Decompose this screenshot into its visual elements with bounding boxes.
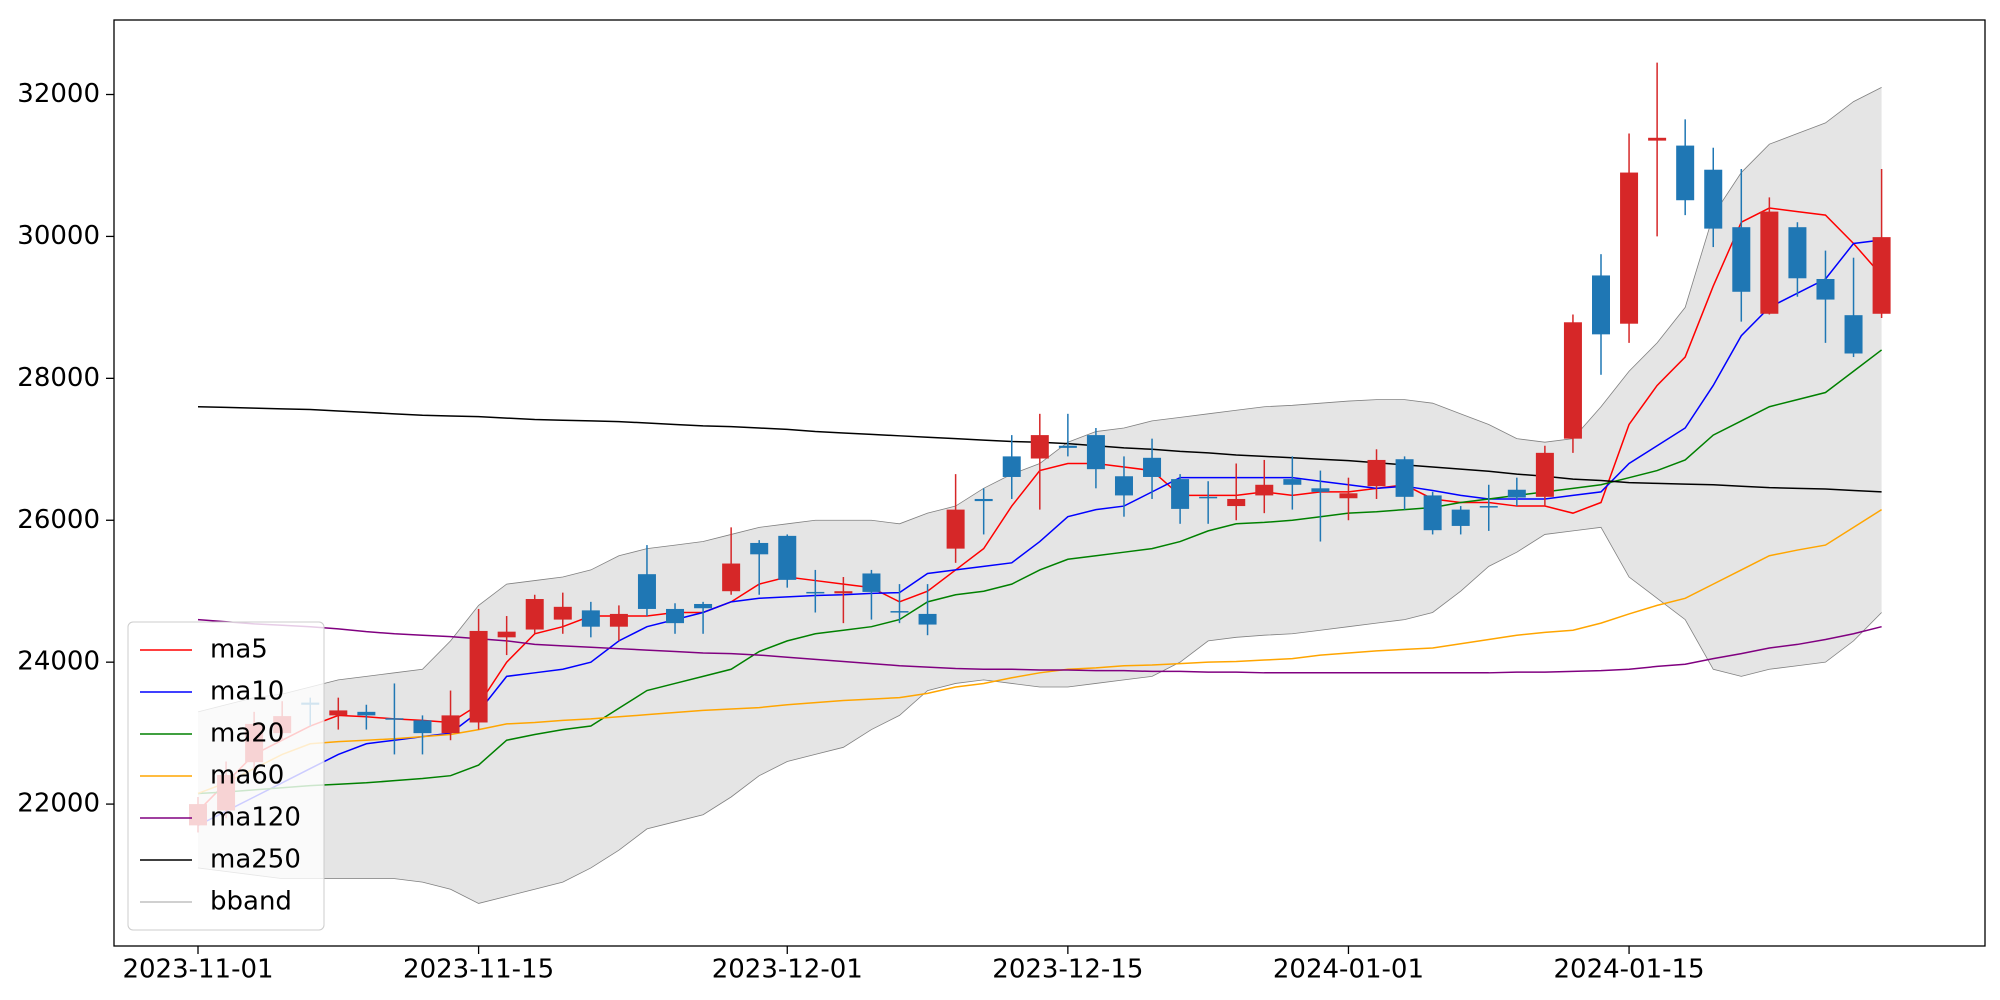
candle-body xyxy=(1143,457,1162,477)
candle-body xyxy=(1704,169,1723,229)
candle-body xyxy=(1872,237,1891,314)
x-tick-label: 2023-11-15 xyxy=(403,955,554,985)
legend-label: ma120 xyxy=(210,803,301,833)
candle-body xyxy=(918,613,937,625)
candle-body xyxy=(637,574,656,609)
candle-body xyxy=(1507,489,1526,498)
x-tick-label: 2024-01-15 xyxy=(1554,955,1705,985)
candle-body xyxy=(834,591,853,594)
candle-body xyxy=(1732,227,1751,292)
legend: ma5 ma10 ma20 ma60 ma120 ma250 bband xyxy=(127,621,325,931)
candle-body xyxy=(1199,496,1218,499)
x-tick-label: 2024-01-01 xyxy=(1273,955,1424,985)
candle-body xyxy=(441,715,460,734)
x-tick-label: 2023-12-15 xyxy=(992,955,1143,985)
candle-body xyxy=(497,631,516,638)
candle-body xyxy=(1760,211,1779,314)
candle-body xyxy=(1676,145,1695,201)
candle-body xyxy=(1367,459,1386,487)
candle-body xyxy=(1816,278,1835,300)
axis-layer: 22000 24000 26000 28000 30000 32000 2023-11-01… xyxy=(17,79,1704,984)
y-tick-label: 22000 xyxy=(17,789,100,819)
candle-body xyxy=(609,613,628,627)
y-tick-label: 28000 xyxy=(17,363,100,393)
candle-body xyxy=(694,603,713,609)
candle-body xyxy=(357,711,376,716)
candle-body xyxy=(778,535,797,580)
legend-label: bband xyxy=(210,887,292,917)
candle-body xyxy=(1479,506,1498,508)
candle-body xyxy=(1171,479,1190,509)
ma-line xyxy=(197,349,1883,795)
legend-box xyxy=(127,621,325,931)
candle-body xyxy=(1114,476,1133,496)
legend-label: ma60 xyxy=(210,761,284,791)
legend-label: ma250 xyxy=(210,845,301,875)
y-tick-label: 30000 xyxy=(17,221,100,251)
legend-label: ma20 xyxy=(210,719,284,749)
candle-body xyxy=(1395,459,1414,497)
bband-lower xyxy=(197,526,1882,904)
candle-layer xyxy=(189,62,1891,833)
candle-body xyxy=(1058,445,1077,448)
y-tick-label: 26000 xyxy=(17,505,100,535)
candle-body xyxy=(1844,315,1863,354)
legend-label: ma10 xyxy=(210,677,284,707)
candle-body xyxy=(862,573,881,592)
candle-body xyxy=(890,611,909,613)
candle-body xyxy=(581,610,600,627)
legend-label: ma5 xyxy=(210,635,268,665)
candle-body xyxy=(1311,488,1330,492)
axes-frame xyxy=(113,19,1986,947)
x-tick-label: 2023-11-01 xyxy=(122,955,273,985)
candle-body xyxy=(1451,509,1470,526)
y-tick-label: 24000 xyxy=(17,647,100,677)
candle-body xyxy=(1535,452,1554,497)
candle-body xyxy=(1255,484,1274,496)
candle-body xyxy=(1086,435,1105,470)
candle-body xyxy=(1592,275,1610,335)
candle-body xyxy=(1788,227,1807,279)
candle-body xyxy=(1339,493,1358,499)
candle-body xyxy=(1620,172,1639,324)
candle-body xyxy=(553,606,572,620)
candle-body xyxy=(666,608,685,624)
candle-body xyxy=(1648,137,1667,141)
candle-body xyxy=(1283,479,1302,485)
candle-body xyxy=(974,498,993,502)
candle-body xyxy=(469,630,488,723)
candle-body xyxy=(329,710,348,716)
candle-body xyxy=(946,509,965,549)
y-tick-label: 32000 xyxy=(17,79,100,109)
candle-body xyxy=(525,599,544,630)
candle-body xyxy=(385,718,404,720)
candle-body xyxy=(806,591,825,594)
candle-body xyxy=(1563,322,1582,439)
candle-body xyxy=(722,563,741,592)
x-tick-label: 2023-12-01 xyxy=(712,955,863,985)
candle-body xyxy=(413,720,432,734)
candle-body xyxy=(1002,456,1021,477)
candle-body xyxy=(1030,435,1049,459)
candle-body xyxy=(750,542,769,555)
candle-body xyxy=(1227,498,1246,507)
candle-body xyxy=(1423,495,1442,531)
